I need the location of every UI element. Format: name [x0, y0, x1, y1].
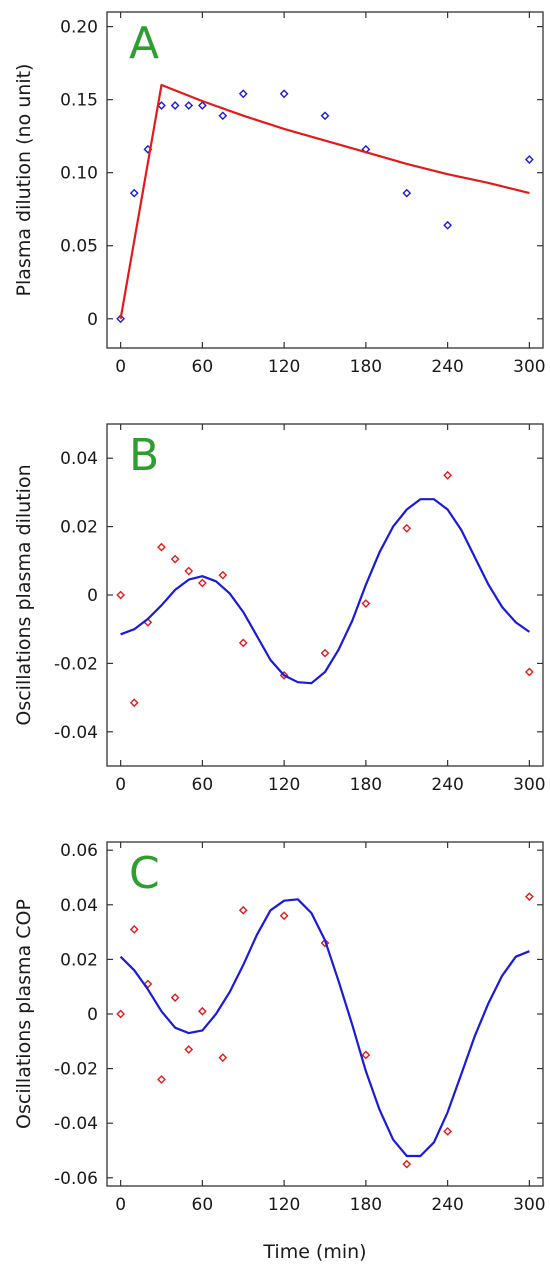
panel-letter: C	[129, 848, 160, 899]
data-point	[218, 1053, 228, 1063]
y-axis-title: Plasma dilution (no unit)	[13, 64, 35, 297]
series-line	[120, 498, 531, 685]
data-point	[184, 101, 194, 110]
data-point	[524, 892, 534, 901]
data-point	[157, 542, 166, 552]
x-tick-label: 60	[192, 775, 214, 795]
data-point	[184, 566, 194, 576]
x-tick-label: 60	[192, 1195, 214, 1215]
data-point	[157, 101, 166, 110]
x-tick-label: 180	[350, 357, 382, 377]
data-point	[143, 979, 153, 989]
x-axis-title: Time (min)	[262, 1241, 366, 1263]
panel-a: 0 60 120 180 240 300 0 0.05 0.10 0.15 0.20 Plasma d…	[13, 11, 546, 377]
y-tick-label: 0.20	[60, 18, 98, 38]
y-axis-title: Oscillations plasma dilution	[13, 464, 35, 725]
y-tick-label: -0.04	[54, 723, 98, 743]
data-point	[170, 993, 180, 1003]
data-point	[157, 1075, 166, 1084]
y-tick-label: 0	[87, 310, 98, 330]
panel-letter: A	[129, 18, 159, 69]
data-point	[197, 101, 207, 110]
data-point	[129, 188, 139, 198]
data-point	[129, 698, 139, 708]
data-point	[279, 89, 289, 99]
data-point	[197, 1006, 207, 1016]
data-point	[443, 470, 453, 480]
x-tick-label: 240	[431, 357, 463, 377]
data-point	[320, 648, 330, 658]
plot-frame	[106, 423, 544, 767]
data-point	[402, 523, 412, 533]
data-point	[402, 1159, 412, 1169]
data-point	[116, 1009, 126, 1019]
data-point	[116, 590, 126, 600]
x-tick-label: 300	[513, 775, 545, 795]
data-point	[170, 554, 180, 564]
y-tick-label: 0.04	[60, 449, 98, 469]
x-tick-label: 240	[431, 775, 463, 795]
data-point	[279, 911, 289, 921]
data-point	[524, 155, 534, 164]
data-point	[238, 638, 248, 648]
data-point	[184, 1045, 194, 1054]
series-line	[119, 898, 530, 1158]
data-point	[361, 1050, 371, 1060]
data-point	[320, 938, 330, 948]
data-point	[402, 188, 412, 198]
x-tick-label: 180	[350, 775, 382, 795]
data-point	[443, 220, 453, 230]
y-tick-label: -0.02	[54, 1060, 98, 1080]
y-tick-label: -0.02	[54, 654, 98, 674]
panel-letter: B	[129, 430, 159, 481]
y-tick-label: -0.06	[54, 1169, 98, 1189]
x-tick-label: 300	[513, 1195, 545, 1215]
data-point	[238, 89, 248, 99]
y-tick-label: 0	[87, 586, 98, 606]
data-point	[218, 111, 228, 121]
x-tick-label: 60	[192, 357, 214, 377]
series-line	[119, 83, 530, 319]
x-tick-label: 180	[350, 1195, 382, 1215]
y-axis-title: Oscillations plasma COP	[13, 899, 35, 1129]
x-tick-label: 240	[431, 1195, 463, 1215]
data-point	[170, 101, 180, 110]
data-point	[197, 578, 207, 588]
y-tick-label: 0.06	[60, 841, 98, 861]
x-tick-label: 0	[115, 775, 126, 795]
x-tick-label: 300	[513, 357, 545, 377]
y-tick-label: 0.02	[60, 950, 98, 970]
data-point	[361, 599, 371, 608]
y-tick-label: 0.15	[60, 91, 98, 111]
data-point	[524, 667, 534, 677]
x-tick-label: 120	[268, 1195, 300, 1215]
x-tick-label: 0	[115, 357, 126, 377]
y-tick-label: 0.04	[60, 896, 98, 916]
data-point	[129, 924, 139, 934]
y-tick-label: 0.02	[60, 518, 98, 538]
data-point	[238, 905, 248, 915]
plot-frame	[106, 11, 544, 349]
data-point	[218, 570, 228, 580]
y-tick-label: 0.05	[60, 237, 98, 257]
panel-b: 0 60 120 180 240 300 -0.04 -0.02 0 0.02 0.04 Oscill…	[13, 423, 546, 795]
y-tick-label: 0.10	[60, 164, 98, 184]
y-tick-label: -0.04	[54, 1114, 98, 1134]
y-tick-label: 0	[87, 1005, 98, 1025]
data-point	[443, 1127, 453, 1136]
panel-c: 0 60 120 180 240 300 -0.06 -0.04 -0.02 0 0.02 0.04 0…	[13, 841, 546, 1215]
plot-frame	[106, 841, 544, 1187]
x-tick-label: 0	[115, 1195, 126, 1215]
x-tick-label: 120	[268, 775, 300, 795]
data-point	[116, 314, 126, 324]
data-point	[320, 111, 330, 121]
x-tick-label: 120	[268, 357, 300, 377]
